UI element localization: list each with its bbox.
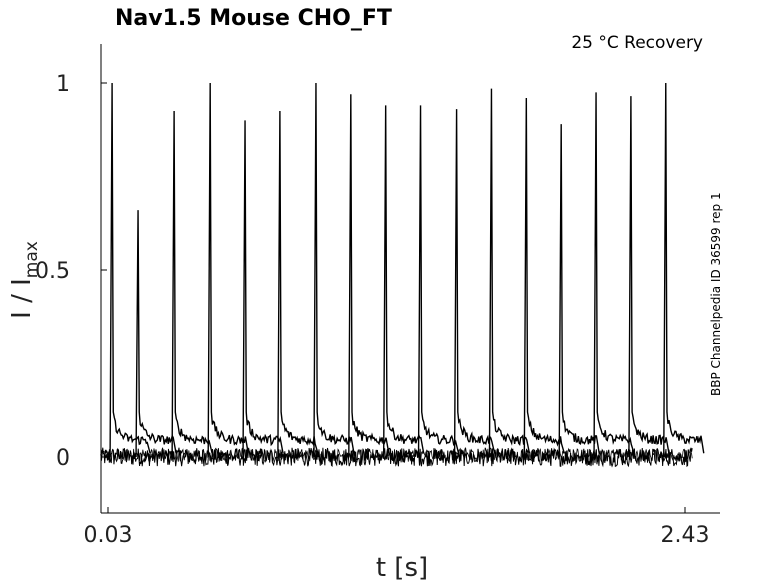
y-tick-label: 0 [56,446,70,471]
peak-trace [135,210,177,458]
x-axis-label-text: t [s] [376,553,428,583]
peak-trace [628,96,670,458]
peak-trace [453,109,496,458]
peak-trace [242,120,284,458]
peak-trace [417,105,460,458]
peak-trace [207,82,249,458]
trace-group [100,82,705,468]
peak-trace [488,88,531,458]
y-axis-label: I / Imax [7,241,42,319]
peak-trace [523,97,565,458]
peak-trace [593,92,635,458]
peak-trace [171,111,213,458]
y-axis-label-text: I / Imax [7,241,42,319]
peak-trace [109,82,151,458]
y-tick-label: 1 [56,72,70,97]
side-label: BBP Channelpedia ID 36599 rep 1 [709,192,723,396]
y-axis-label-sub: max [22,241,42,278]
chart-annotation: 25 °C Recovery [571,33,703,53]
peak-trace [313,82,355,458]
y-tick-label: 0.5 [35,259,70,284]
x-ticks: 0.03 2.43 [84,507,710,548]
y-ticks: 00.51 [35,72,107,471]
peak-trace [277,111,319,458]
peak-trace [382,105,425,458]
chart-title: Nav1.5 Mouse CHO_FT [115,6,392,31]
x-tick-label: 0.03 [84,523,133,548]
peak-trace [663,82,705,458]
peak-trace [348,94,390,458]
x-axis-label: t [s] [376,553,428,583]
y-axis-label-main: I / I [7,278,37,319]
peak-trace [558,124,600,458]
x-tick-label: 2.43 [661,523,710,548]
